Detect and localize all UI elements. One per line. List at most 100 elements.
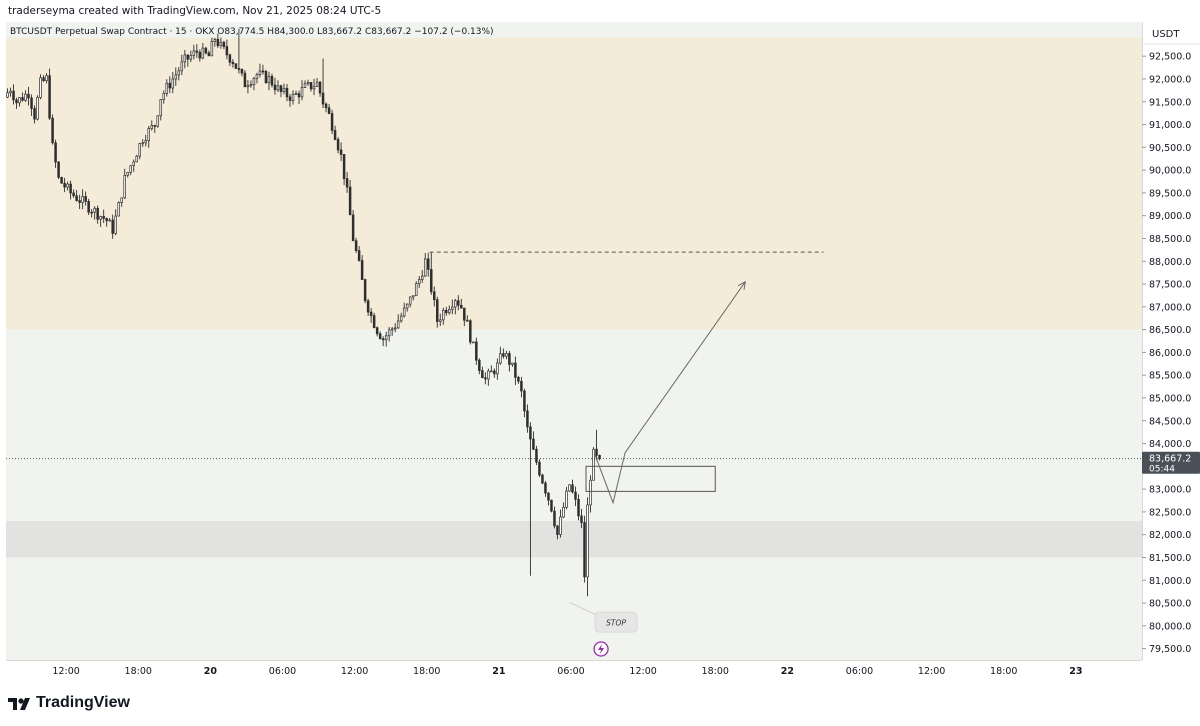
candle-body[interactable] bbox=[375, 327, 379, 335]
candle-body[interactable] bbox=[405, 303, 409, 309]
candle-body[interactable] bbox=[207, 52, 211, 57]
candle-body[interactable] bbox=[300, 86, 304, 98]
candle-body[interactable] bbox=[514, 362, 517, 378]
candle-body[interactable] bbox=[237, 68, 241, 70]
candle-body[interactable] bbox=[30, 97, 33, 109]
candle-body[interactable] bbox=[183, 54, 187, 63]
candle-body[interactable] bbox=[309, 81, 313, 90]
candle-body[interactable] bbox=[429, 269, 433, 293]
candle-body[interactable] bbox=[279, 85, 283, 92]
candle-body[interactable] bbox=[147, 128, 151, 141]
candle-body[interactable] bbox=[454, 300, 457, 308]
candle-body[interactable] bbox=[75, 195, 78, 201]
candle-body[interactable] bbox=[144, 140, 147, 144]
candle-body[interactable] bbox=[312, 86, 316, 90]
candle-body[interactable] bbox=[369, 311, 373, 316]
candle-body[interactable] bbox=[586, 504, 589, 578]
candle-body[interactable] bbox=[487, 370, 490, 380]
candle-body[interactable] bbox=[472, 341, 475, 344]
candle-body[interactable] bbox=[39, 77, 42, 98]
entry-rectangle[interactable] bbox=[585, 465, 716, 492]
candle-body[interactable] bbox=[177, 70, 181, 76]
candle-body[interactable] bbox=[303, 83, 307, 88]
candle-body[interactable] bbox=[258, 70, 262, 75]
candle-body[interactable] bbox=[264, 71, 268, 84]
candle-body[interactable] bbox=[595, 448, 598, 456]
candle-body[interactable] bbox=[529, 426, 532, 440]
candle-body[interactable] bbox=[111, 219, 114, 234]
candle-body[interactable] bbox=[499, 353, 502, 364]
candle-body[interactable] bbox=[433, 291, 436, 301]
candle-body[interactable] bbox=[213, 38, 217, 42]
candle-body[interactable] bbox=[51, 117, 54, 144]
candle-body[interactable] bbox=[186, 54, 190, 60]
candle-body[interactable] bbox=[105, 218, 108, 221]
symbol-legend[interactable]: BTCUSDT Perpetual Swap Contract · 15 · O… bbox=[10, 27, 494, 37]
candle-body[interactable] bbox=[577, 499, 580, 517]
projection-path[interactable] bbox=[594, 281, 746, 505]
candle-body[interactable] bbox=[201, 47, 205, 59]
candle-body[interactable] bbox=[84, 196, 87, 202]
candle-body[interactable] bbox=[168, 82, 172, 89]
candle-body[interactable] bbox=[592, 448, 595, 481]
candle-body[interactable] bbox=[463, 307, 466, 321]
candle-body[interactable] bbox=[357, 250, 361, 261]
candle-body[interactable] bbox=[135, 155, 138, 163]
candle-body[interactable] bbox=[267, 75, 271, 84]
candle-body[interactable] bbox=[324, 103, 328, 109]
candle-body[interactable] bbox=[150, 125, 154, 129]
candle-body[interactable] bbox=[282, 87, 286, 92]
candle-body[interactable] bbox=[126, 172, 129, 176]
candle-body[interactable] bbox=[583, 522, 586, 578]
candle-body[interactable] bbox=[108, 219, 111, 222]
candle-body[interactable] bbox=[336, 139, 340, 151]
candle-body[interactable] bbox=[330, 113, 334, 131]
candle-body[interactable] bbox=[36, 97, 39, 120]
candle-body[interactable] bbox=[165, 82, 169, 94]
candle-body[interactable] bbox=[414, 283, 418, 297]
candle-body[interactable] bbox=[102, 216, 105, 219]
candle-body[interactable] bbox=[6, 92, 9, 98]
candle-body[interactable] bbox=[508, 353, 511, 365]
candle-body[interactable] bbox=[538, 461, 541, 476]
candle-body[interactable] bbox=[351, 214, 355, 242]
candle-body[interactable] bbox=[90, 211, 93, 214]
candle-body[interactable] bbox=[216, 38, 220, 47]
candle-body[interactable] bbox=[222, 41, 226, 47]
candle-body[interactable] bbox=[502, 353, 505, 357]
candle-body[interactable] bbox=[481, 370, 484, 379]
candle-body[interactable] bbox=[219, 41, 223, 47]
candle-body[interactable] bbox=[234, 63, 238, 69]
candle-body[interactable] bbox=[574, 491, 577, 500]
candle-body[interactable] bbox=[195, 50, 199, 53]
candle-body[interactable] bbox=[360, 260, 364, 280]
candles[interactable] bbox=[6, 28, 601, 597]
candle-body[interactable] bbox=[315, 81, 319, 87]
candle-body[interactable] bbox=[550, 499, 553, 512]
candle-body[interactable] bbox=[63, 182, 66, 188]
candle-body[interactable] bbox=[445, 309, 448, 314]
candle-body[interactable] bbox=[189, 55, 193, 60]
candle-body[interactable] bbox=[18, 97, 21, 104]
candle-body[interactable] bbox=[420, 275, 424, 280]
candle-body[interactable] bbox=[442, 309, 445, 321]
candle-body[interactable] bbox=[339, 149, 343, 155]
candle-body[interactable] bbox=[490, 370, 493, 373]
candle-body[interactable] bbox=[57, 161, 60, 178]
candle-body[interactable] bbox=[372, 315, 376, 328]
candle-body[interactable] bbox=[553, 510, 556, 527]
candle-body[interactable] bbox=[123, 174, 126, 199]
candle-body[interactable] bbox=[544, 482, 547, 494]
candle-body[interactable] bbox=[93, 207, 96, 213]
candle-body[interactable] bbox=[423, 258, 427, 277]
candle-body[interactable] bbox=[159, 99, 163, 117]
candle-body[interactable] bbox=[210, 41, 214, 57]
candle-body[interactable] bbox=[60, 177, 63, 184]
candle-body[interactable] bbox=[526, 410, 529, 428]
candle-body[interactable] bbox=[270, 75, 274, 86]
time-axis[interactable] bbox=[6, 660, 1142, 683]
candle-body[interactable] bbox=[345, 178, 349, 188]
candle-body[interactable] bbox=[255, 74, 259, 79]
candle-body[interactable] bbox=[399, 315, 403, 322]
